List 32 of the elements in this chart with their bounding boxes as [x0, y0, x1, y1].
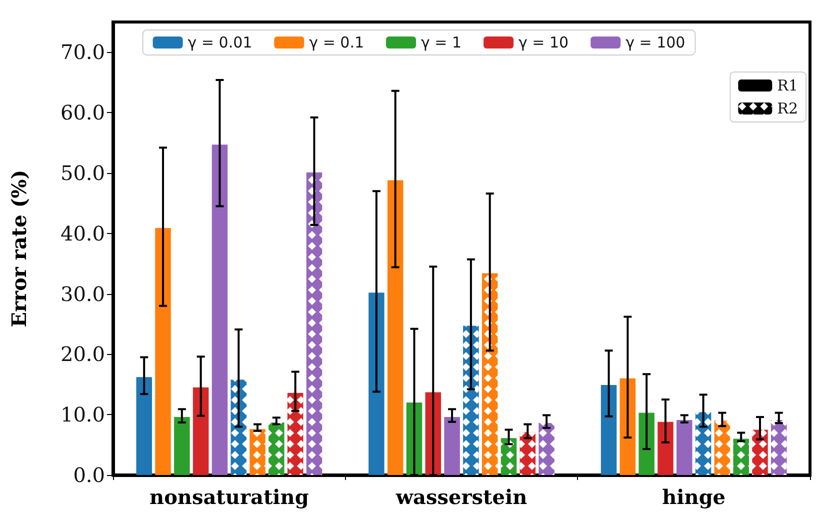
legend-label: γ = 0.1: [309, 34, 364, 52]
y-tick-label: 70.0: [60, 40, 105, 64]
y-tick-label: 20.0: [60, 342, 105, 366]
bar: [155, 228, 171, 475]
y-tick-label: 10.0: [60, 402, 105, 427]
bar: [638, 412, 654, 475]
bar: [620, 378, 636, 475]
x-tick-label: hinge: [662, 485, 726, 509]
y-tick-label: 0.0: [73, 463, 105, 487]
legend-label: γ = 0.01: [188, 34, 252, 52]
y-tick-label: 40.0: [60, 221, 105, 246]
y-tick-label: 60.0: [60, 100, 105, 125]
legend-label: R1: [777, 76, 798, 94]
legend-label: γ = 10: [518, 34, 569, 52]
bar: [136, 377, 152, 475]
bar: [174, 417, 190, 475]
legend-label: γ = 1: [421, 34, 462, 52]
x-tick-label: wasserstein: [394, 485, 528, 509]
legend-label: γ = 100: [626, 34, 686, 52]
bar: [368, 292, 384, 475]
bar: [192, 387, 209, 475]
bar: [387, 180, 404, 475]
bar: [600, 385, 617, 475]
legend-label: R2: [777, 100, 798, 118]
x-tick-label: nonsaturating: [150, 485, 309, 509]
bar: [658, 422, 674, 475]
bar: [212, 144, 228, 475]
bar: [444, 417, 460, 475]
y-tick-label: 30.0: [60, 282, 105, 306]
bar: [676, 420, 692, 475]
y-axis-title: Error rate (%): [7, 170, 31, 328]
y-tick-label: 50.0: [60, 161, 105, 185]
